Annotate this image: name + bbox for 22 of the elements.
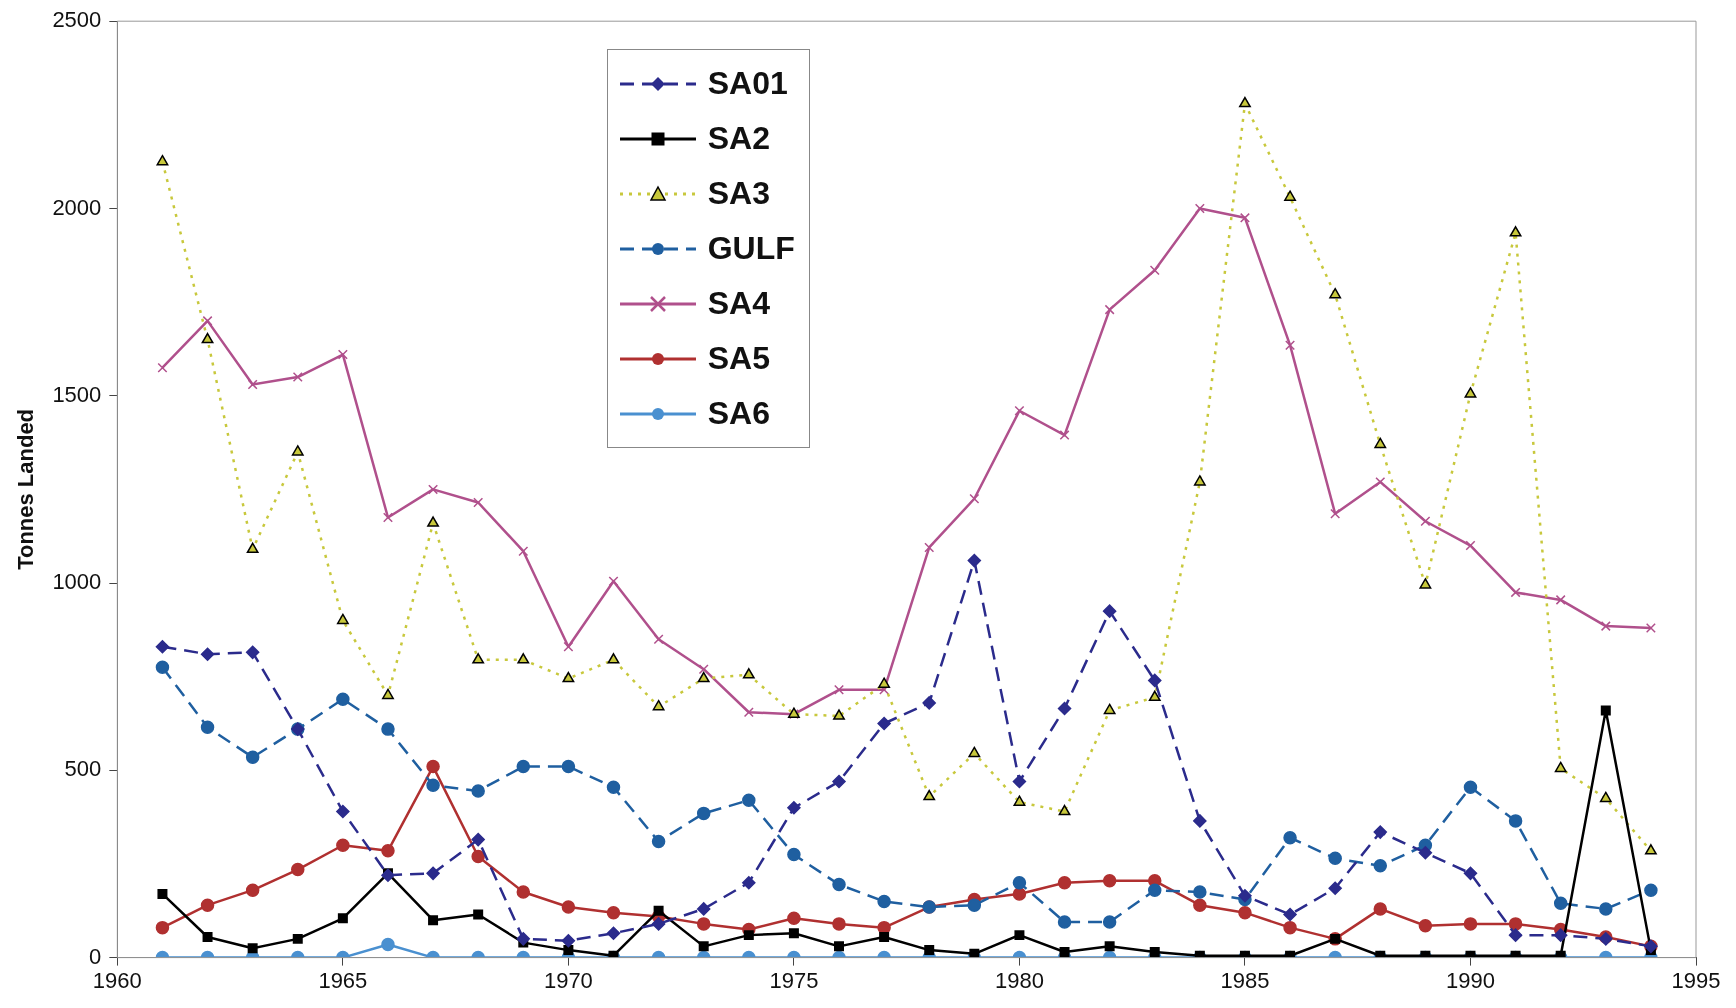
y-tick-label: 2000 (52, 194, 102, 220)
legend-label: SA2 (707, 120, 770, 158)
x-tick-label: 1980 (994, 967, 1044, 993)
y-axis-title: Tonnes Landed (13, 408, 39, 570)
legend-label: SA01 (707, 65, 788, 103)
y-tick-label: 1000 (52, 569, 102, 595)
legend-label: SA4 (707, 285, 770, 323)
legend-label: SA5 (707, 340, 770, 378)
legend-label: SA6 (707, 395, 770, 433)
y-tick-label: 1500 (52, 381, 102, 407)
legend-label: SA3 (707, 175, 770, 213)
y-tick-label: 2500 (52, 7, 102, 33)
x-tick-label: 1995 (1671, 967, 1721, 993)
x-tick-label: 1965 (318, 967, 368, 993)
y-tick-label: 500 (64, 756, 102, 782)
x-tick-label: 1970 (543, 967, 593, 993)
legend-label: GULF (707, 230, 795, 268)
y-tick-label: 0 (89, 943, 102, 969)
x-tick-label: 1975 (769, 967, 819, 993)
x-tick-label: 1985 (1220, 967, 1270, 993)
x-tick-label: 1990 (1446, 967, 1495, 993)
x-tick-label: 1960 (92, 967, 142, 993)
